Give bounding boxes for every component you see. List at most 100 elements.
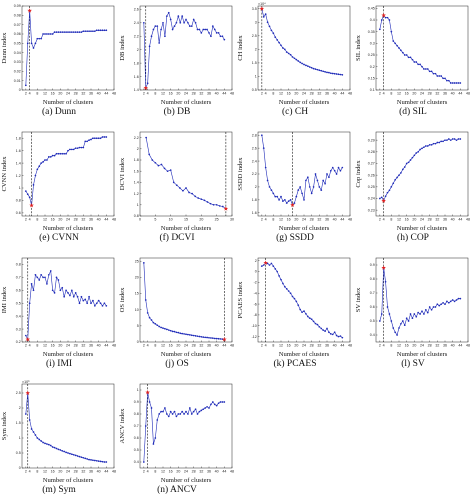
data-point [428,70,431,73]
data-point [428,306,431,308]
data-point [28,196,31,199]
y-tick-label: 2 [137,48,139,52]
x-tick-label: 32 [81,92,85,96]
y-axis-title: SSDD index [237,157,244,191]
data-point [446,300,448,303]
y-tick-label: 1.8 [134,61,139,65]
data-point [148,45,151,48]
y-tick-label: -10 [252,324,257,328]
y-tick-label: -2 [254,281,257,285]
x-tick-label: 24 [420,92,424,96]
x-tick-label: 8 [390,218,392,222]
x-tick-label: 2 [379,92,381,96]
data-point [61,31,64,33]
data-point [333,169,336,172]
y-tick-label: 0 [137,340,139,344]
chart-sym: 2 4 8 12 16 20 24 28 32 36 40 44 4800.511.522.5×10⁶N… [1,380,116,484]
series-line [379,14,461,84]
data-point [301,62,303,65]
y-tick-label: 5 [137,324,139,328]
data-point [202,336,205,339]
data-point [185,187,187,189]
data-point [36,276,39,279]
data-point [447,79,450,82]
data-point [97,460,100,462]
data-point [65,451,67,454]
data-point [341,336,344,339]
data-point [194,195,197,198]
chart-panel-os: 2 4 8 12 16 20 24 28 32 36 40 44 48 0 5 10 15 20 25 Number … [118,252,236,378]
data-point [179,187,181,189]
data-point [145,136,147,139]
data-point [287,200,290,202]
data-point [165,328,168,331]
plot-frame [375,131,469,217]
data-point [72,31,75,33]
x-tick-label: 24 [66,92,70,96]
data-point [34,273,37,276]
x-tick-label: 20 [176,344,180,348]
y-tick-label: 0 [19,466,21,470]
y-tick-label: 0.7 [134,424,139,428]
y-tick-label: 1.2 [16,174,21,178]
y-tick-label: 1.6 [16,149,21,153]
x-axis-title: Number of clusters [161,477,212,484]
data-point [97,137,100,140]
data-point [316,323,319,326]
data-point [51,33,54,35]
y-tick-label: 0.4 [16,314,21,318]
x-axis-title: Number of clusters [43,477,94,484]
data-point [280,195,282,198]
data-point [82,299,85,302]
data-point [78,302,81,305]
x-tick-label: 16 [287,92,291,96]
data-point [217,32,220,34]
x-tick-label: 36 [207,470,211,474]
data-point [303,198,305,201]
x-tick-label: 48 [230,344,234,348]
y-tick-label: 0.45 [368,7,375,11]
data-point [167,11,170,14]
x-tick-label: 44 [340,218,344,222]
data-point [47,443,50,446]
chart-cvnn: 2 4 8 12 16 20 24 28 32 36 40 44 480.60.811.21.41.61… [1,131,116,232]
data-point [318,325,321,328]
data-point [211,401,214,403]
data-point [282,200,284,202]
data-point [424,308,427,311]
optimal-marker [25,390,31,395]
data-point [316,68,319,71]
data-point [38,438,41,441]
data-point [38,279,41,281]
y-tick-label: 2.5 [16,391,21,395]
data-point [24,334,27,337]
y-tick-label: 2.2 [134,34,139,38]
x-tick-label: 44 [222,92,226,96]
data-point [160,326,162,329]
data-point [95,29,98,32]
x-tick-label: 15 [184,218,188,222]
x-tick-label: 30 [230,218,234,222]
data-point [72,148,75,151]
data-point [103,29,106,32]
data-point [26,42,29,45]
y-tick-label: 0.02 [14,70,21,74]
y-axis-title: IMI index [1,286,8,313]
chart-panel-pcaes: 2 4 8 12 16 20 24 28 32 36 40 44 48 -12 -10 -8 -6 -4 -2 0 2 N… [236,252,354,378]
data-point [38,37,41,40]
optimal-marker [259,6,265,11]
data-point [55,276,58,279]
data-point [200,32,203,34]
data-point [314,173,317,175]
x-tick-label: 2 [143,470,145,474]
x-tick-label: 48 [348,218,352,222]
data-point [217,337,220,340]
y-tick-label: 20 [135,276,139,280]
data-point [158,413,161,415]
data-point [103,136,106,138]
x-tick-label: 4 [147,92,149,96]
data-point [434,142,437,145]
data-point [270,262,273,265]
data-point [44,442,46,445]
data-point [210,337,212,339]
